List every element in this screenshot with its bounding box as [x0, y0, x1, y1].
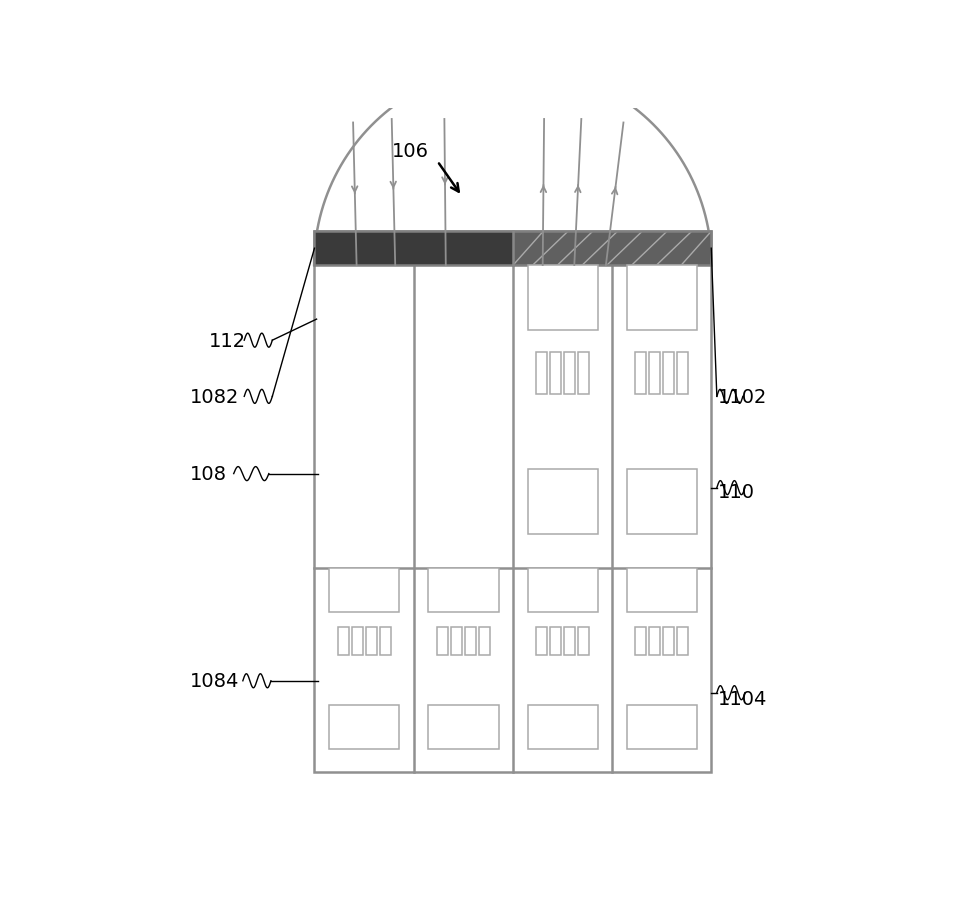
Bar — [528, 568, 598, 612]
Bar — [437, 627, 448, 656]
Bar — [315, 232, 712, 266]
Bar — [564, 353, 575, 394]
Bar — [550, 627, 561, 656]
Bar — [480, 627, 490, 656]
Bar — [338, 627, 349, 656]
Text: 112: 112 — [209, 332, 247, 351]
Text: 1104: 1104 — [718, 689, 768, 708]
Text: 110: 110 — [718, 482, 755, 501]
Bar — [664, 627, 674, 656]
Bar — [636, 627, 646, 656]
Bar — [451, 627, 462, 656]
Bar — [379, 627, 391, 656]
Bar — [351, 627, 363, 656]
Bar — [564, 627, 575, 656]
Bar — [649, 627, 661, 656]
Bar — [649, 353, 661, 394]
Bar — [528, 705, 598, 749]
Bar — [429, 568, 499, 612]
Bar — [627, 705, 697, 749]
Bar — [465, 627, 476, 656]
Bar — [627, 568, 697, 612]
Bar — [366, 627, 377, 656]
Text: 108: 108 — [190, 465, 227, 484]
Bar — [528, 469, 598, 534]
Bar — [677, 627, 689, 656]
Bar — [579, 627, 589, 656]
Bar — [315, 232, 513, 266]
Bar — [513, 232, 712, 266]
Bar — [664, 353, 674, 394]
Bar — [536, 353, 547, 394]
Bar — [528, 266, 598, 331]
Bar — [315, 232, 712, 773]
Bar — [429, 705, 499, 749]
Bar — [677, 353, 689, 394]
Bar — [627, 266, 697, 331]
Bar — [329, 705, 400, 749]
Text: 1084: 1084 — [190, 671, 240, 691]
Bar — [550, 353, 561, 394]
Bar — [627, 469, 697, 534]
Text: 106: 106 — [392, 142, 429, 161]
Text: 1082: 1082 — [190, 387, 240, 406]
Bar — [536, 627, 547, 656]
Bar — [329, 568, 400, 612]
Text: 1102: 1102 — [718, 387, 768, 406]
Bar — [579, 353, 589, 394]
Bar — [636, 353, 646, 394]
